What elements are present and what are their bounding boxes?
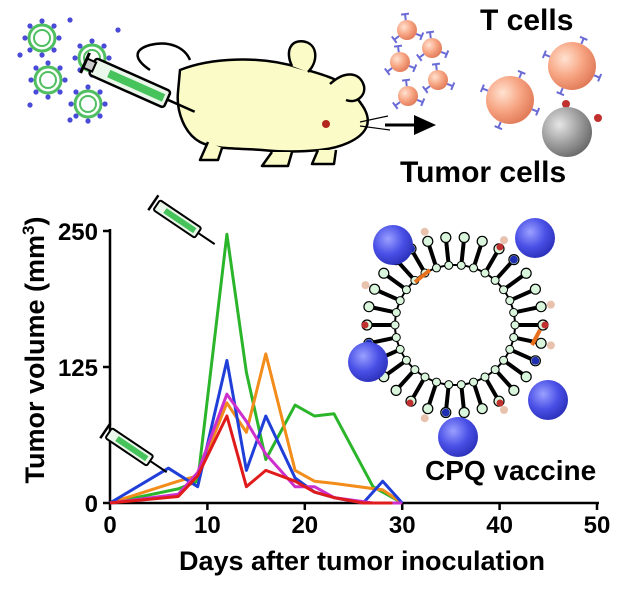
x-tick-label: 10 (194, 512, 221, 539)
series-line-5 (109, 414, 393, 505)
cpq-vaccine-label: CPQ vaccine (425, 455, 596, 486)
tumor-volume-chart: 0 125 250 0 10 20 30 40 50 Days after tumor ino… (19, 217, 610, 577)
y-axis-label-main: Tumor volume (mm (20, 235, 50, 484)
t-cells-label: T cells (480, 4, 573, 37)
mouse-illustration (136, 40, 391, 168)
arrow-right-icon (385, 115, 436, 135)
syringe-icon (79, 52, 196, 113)
syringe-icon (147, 194, 216, 245)
x-tick-label: 20 (291, 512, 318, 539)
x-tick-label: 30 (389, 512, 416, 539)
t-cell-cluster-icon (384, 12, 456, 110)
x-tick-label: 50 (584, 512, 611, 539)
y-axis-label-sup: 3 (19, 226, 38, 235)
t-cell-icon (479, 35, 603, 131)
tumor-cell-icon (542, 107, 592, 157)
x-tick-label: 40 (486, 512, 513, 539)
y-axis-label-close: ) (20, 217, 50, 226)
y-axis-label: Tumor volume (mm3) (19, 217, 50, 484)
y-tick-label: 125 (58, 355, 98, 382)
y-tick-label: 250 (58, 219, 98, 246)
tumor-cells-label: Tumor cells (400, 156, 566, 189)
syringe-icon (99, 422, 168, 473)
x-tick-label: 0 (103, 512, 116, 539)
y-tick-label: 0 (85, 491, 98, 518)
series-line-3 (109, 359, 404, 505)
cpq-liposome-diagram (348, 218, 568, 457)
x-axis-label: Days after tumor inoculation (179, 546, 545, 576)
